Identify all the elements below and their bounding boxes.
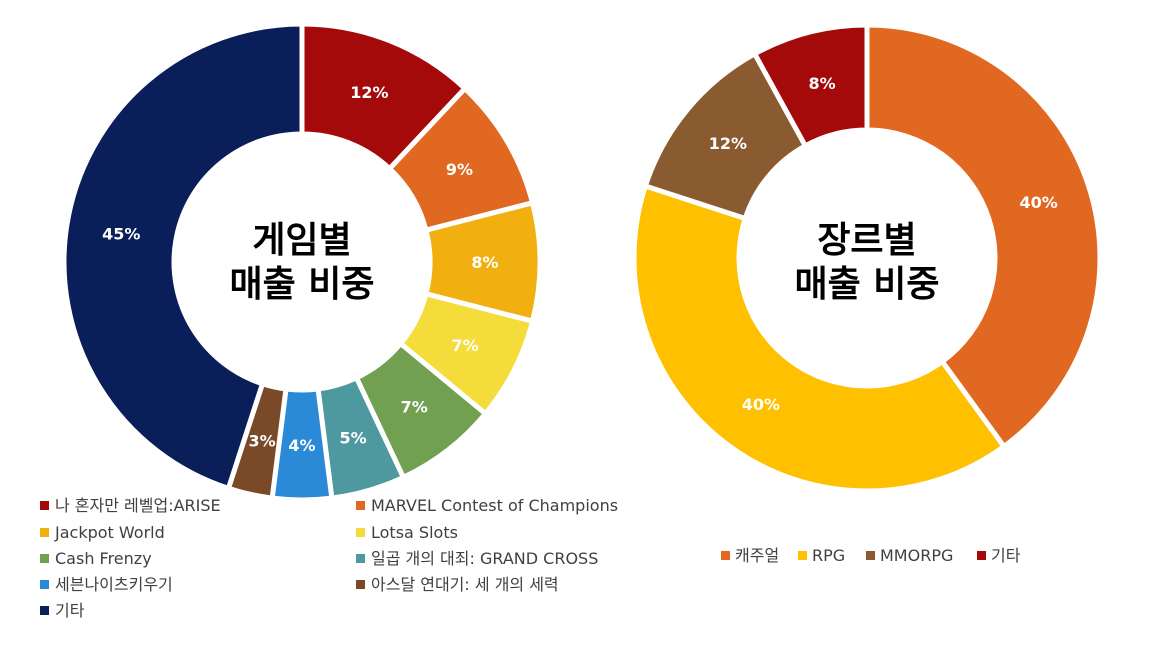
- genre-legend-swatch-1: [798, 551, 807, 560]
- genre-slice-label-0: 40%: [1020, 193, 1058, 212]
- game-slice-label-0: 12%: [350, 83, 388, 102]
- game-legend-label-2: Jackpot World: [54, 523, 165, 542]
- genre-slice-label-2: 12%: [709, 134, 747, 153]
- genre-chart-title-line-2: 매출 비중: [794, 264, 939, 305]
- genre-slice-label-3: 8%: [809, 74, 836, 93]
- game-slice-8: [61, 21, 305, 492]
- genre-legend-label-1: RPG: [812, 546, 845, 565]
- game-legend-label-8: 기타: [55, 601, 85, 620]
- game-slice-label-3: 7%: [451, 336, 478, 355]
- genre-chart-legend: 캐주얼 RPG MMORPG 기타: [721, 546, 1021, 565]
- game-slice-label-4: 7%: [401, 398, 428, 417]
- genre-slice-label-1: 40%: [742, 395, 780, 414]
- game-legend-swatch-4: [40, 554, 49, 563]
- genre-legend-label-3: 기타: [991, 546, 1021, 565]
- game-revenue-donut-chart: 12% 9% 8% 7% 7% 5% 4% 3% 45%: [61, 21, 543, 503]
- game-slice-label-7: 3%: [248, 432, 275, 451]
- game-legend-swatch-5: [356, 554, 365, 563]
- game-slice-label-1: 9%: [446, 160, 473, 179]
- genre-legend-swatch-2: [866, 551, 875, 560]
- game-legend-swatch-7: [356, 580, 365, 589]
- game-slice-label-8: 45%: [102, 224, 140, 243]
- genre-legend-swatch-0: [721, 551, 730, 560]
- game-chart-title-line-1: 게임별: [252, 220, 351, 261]
- game-legend-swatch-0: [40, 501, 49, 510]
- game-chart-title-line-2: 매출 비중: [229, 264, 374, 305]
- game-legend-swatch-3: [356, 528, 365, 537]
- game-legend-label-5: 일곱 개의 대죄: GRAND CROSS: [371, 549, 598, 568]
- genre-slice-0: [864, 22, 1103, 450]
- genre-legend-label-0: 캐주얼: [735, 546, 779, 565]
- game-legend-swatch-6: [40, 580, 49, 589]
- game-legend-label-6: 세븐나이츠키우기: [55, 575, 173, 594]
- game-legend-swatch-1: [356, 501, 365, 510]
- game-slice-label-2: 8%: [471, 253, 498, 272]
- game-chart-legend: 나 혼자만 레벨업:ARISE MARVEL Contest of Champio…: [40, 496, 618, 620]
- genre-slice-3: [751, 22, 870, 150]
- game-legend-label-4: Cash Frenzy: [55, 549, 152, 568]
- game-slice-label-5: 5%: [339, 429, 366, 448]
- game-slice-label-6: 4%: [288, 436, 315, 455]
- game-legend-swatch-8: [40, 606, 49, 615]
- game-legend-label-7: 아스달 연대기: 세 개의 세력: [371, 575, 559, 594]
- genre-chart-title-line-1: 장르별: [817, 220, 916, 261]
- game-legend-swatch-2: [40, 528, 49, 537]
- game-legend-label-3: Lotsa Slots: [371, 523, 458, 542]
- genre-revenue-donut-chart: 40% 40% 12% 8%: [631, 22, 1103, 494]
- genre-slice-1: [631, 182, 1008, 494]
- genre-legend-swatch-3: [977, 551, 986, 560]
- game-legend-label-1: MARVEL Contest of Champions: [371, 496, 618, 515]
- genre-legend-label-2: MMORPG: [880, 546, 953, 565]
- game-legend-label-0: 나 혼자만 레벨업:ARISE: [55, 496, 221, 515]
